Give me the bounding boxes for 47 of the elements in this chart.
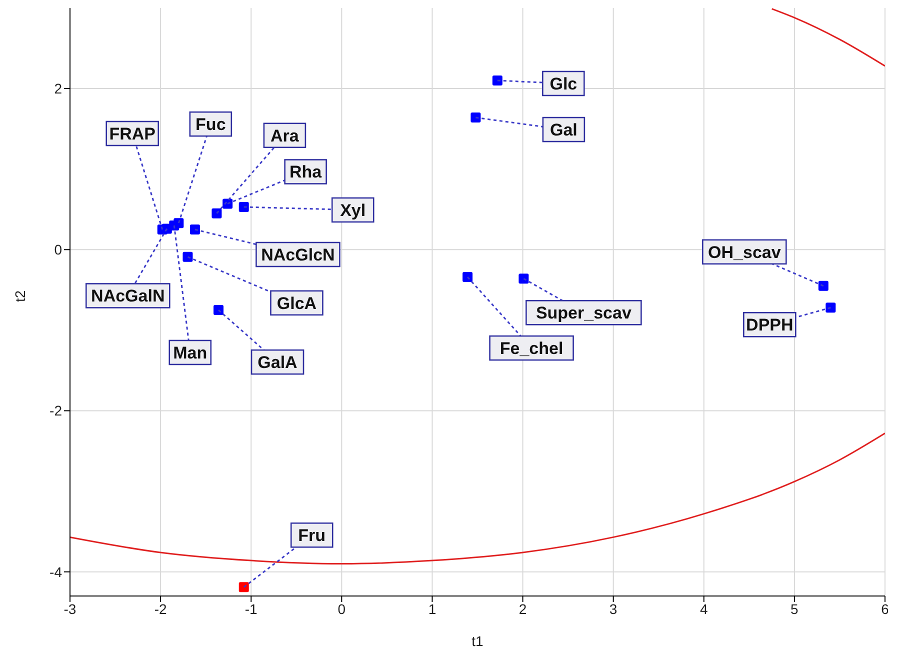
- x-tick-label: 0: [338, 600, 346, 617]
- x-tick-label: -1: [244, 600, 258, 617]
- x-tick-label: 5: [790, 600, 799, 617]
- annotation: Fe_chel: [500, 339, 564, 358]
- y-tick-label: 0: [54, 242, 62, 258]
- annotation: Rha: [290, 162, 322, 182]
- x-tick-label: 6: [881, 600, 890, 617]
- annotation: Glc: [550, 74, 578, 94]
- x-tick-label: -3: [64, 600, 76, 617]
- annotation: Super_scav: [536, 304, 632, 323]
- x-tick-label: 4: [700, 600, 708, 617]
- point: [818, 280, 828, 291]
- annotation: Man: [173, 343, 208, 362]
- point: [238, 582, 249, 592]
- point: [190, 224, 200, 235]
- x-axis-title: t1: [472, 633, 484, 649]
- point: [182, 252, 193, 262]
- point: [518, 274, 529, 284]
- annotation: Fuc: [196, 115, 226, 134]
- point: [238, 202, 249, 212]
- y-tick-label: 2: [54, 80, 62, 97]
- x-tick-label: 2: [518, 600, 527, 617]
- annotation: NAcGalN: [91, 286, 165, 306]
- annotation: Ara: [270, 126, 300, 146]
- line-series: [70, 432, 885, 565]
- point: [212, 208, 222, 218]
- y-tick-label: -2: [50, 402, 62, 419]
- x-tick-label: 3: [609, 600, 618, 617]
- x-tick-label: 1: [428, 600, 436, 617]
- annotation: Xyl: [340, 200, 366, 220]
- point: [470, 112, 481, 123]
- point: [492, 75, 502, 86]
- point: [214, 305, 224, 316]
- annotation: Fru: [298, 526, 326, 546]
- y-axis-title: t2: [12, 290, 28, 302]
- annotation: GalA: [258, 353, 298, 372]
- annotation: OH_scav: [708, 242, 782, 262]
- annotation: GlcA: [276, 294, 317, 313]
- line-series: [771, 8, 885, 67]
- point: [462, 272, 473, 282]
- point: [826, 302, 836, 313]
- x-tick-label: -2: [154, 600, 167, 617]
- point: [169, 220, 180, 230]
- annotation: Gal: [550, 120, 578, 140]
- annotation: NAcGlcN: [261, 246, 335, 265]
- y-tick-label: -4: [50, 564, 62, 580]
- annotation: FRAP: [109, 124, 156, 144]
